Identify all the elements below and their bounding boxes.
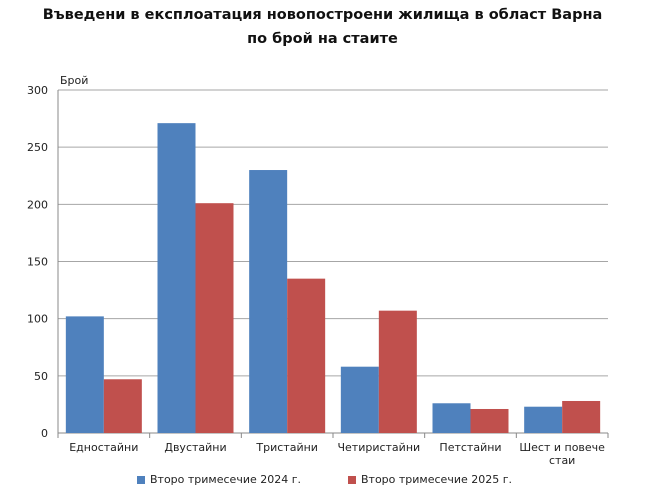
bar-2025 bbox=[378, 310, 417, 433]
bar-2024 bbox=[340, 366, 379, 433]
y-tick-label: 150 bbox=[27, 256, 48, 269]
chart-subtitle: по брой на стаите bbox=[247, 31, 398, 47]
bar-2025 bbox=[195, 203, 234, 433]
y-axis-label: Брой bbox=[60, 74, 88, 87]
y-tick-label: 100 bbox=[27, 313, 48, 326]
y-tick-label: 250 bbox=[27, 141, 48, 154]
legend-swatch-2025 bbox=[348, 475, 356, 484]
bar-2024 bbox=[157, 123, 196, 433]
legend-label-2025: Второ тримесечие 2025 г. bbox=[361, 473, 512, 486]
y-tick-label: 0 bbox=[41, 427, 48, 440]
bar-2025 bbox=[562, 400, 601, 433]
x-tick-label: Четиристайни bbox=[337, 441, 420, 454]
bar-2024 bbox=[249, 170, 288, 434]
bar-2025 bbox=[470, 408, 509, 433]
x-tick-label: Шест и повече bbox=[519, 441, 605, 454]
y-tick-label: 200 bbox=[27, 198, 48, 211]
bar-2024 bbox=[432, 403, 471, 433]
x-tick-label: Двустайни bbox=[164, 441, 226, 454]
bar-2024 bbox=[65, 316, 104, 433]
x-tick-label: Тристайни bbox=[255, 441, 318, 454]
bar-2024 bbox=[524, 406, 563, 433]
legend-item-2025: Второ тримесечие 2025 г. bbox=[348, 473, 512, 486]
bar-2025 bbox=[287, 278, 326, 433]
bar-2025 bbox=[103, 379, 142, 433]
y-tick-label: 50 bbox=[34, 370, 48, 383]
x-tick-label: Петстайни bbox=[439, 441, 501, 454]
x-tick-label: Едностайни bbox=[69, 441, 138, 454]
legend-item-2024: Второ тримесечие 2024 г. bbox=[137, 473, 301, 486]
legend-label-2024: Второ тримесечие 2024 г. bbox=[150, 473, 301, 486]
legend-swatch-2024 bbox=[137, 475, 145, 484]
x-tick-label: стаи bbox=[549, 454, 575, 467]
y-tick-label: 300 bbox=[27, 84, 48, 97]
chart-title: Въведени в експлоатация новопостроени жи… bbox=[42, 7, 603, 23]
